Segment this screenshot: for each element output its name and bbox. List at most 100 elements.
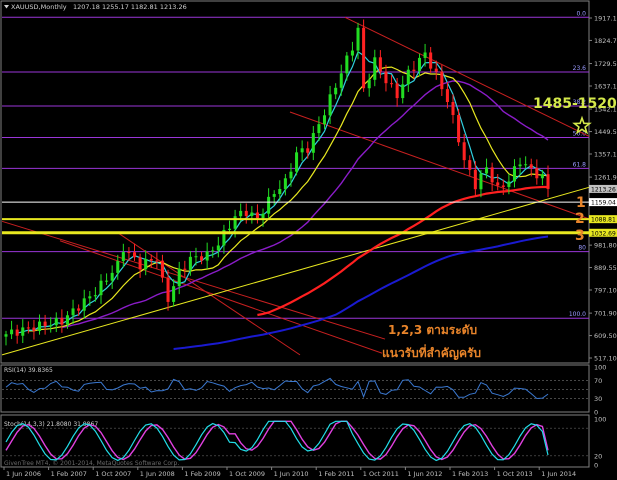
candle[interactable]	[194, 247, 198, 266]
candle[interactable]	[132, 243, 137, 261]
candle[interactable]	[155, 252, 159, 269]
candle[interactable]	[434, 60, 438, 80]
ma-purple[interactable]	[61, 80, 549, 329]
candle[interactable]	[261, 208, 265, 227]
candle[interactable]	[172, 279, 176, 307]
candle[interactable]	[423, 43, 427, 67]
candle[interactable]	[26, 321, 30, 334]
candle[interactable]	[384, 64, 388, 92]
candle[interactable]	[211, 246, 215, 258]
candle[interactable]	[306, 141, 310, 159]
candle[interactable]	[468, 155, 472, 176]
candle[interactable]	[429, 47, 433, 73]
candle[interactable]	[110, 265, 114, 289]
candle[interactable]	[38, 314, 42, 335]
candle[interactable]	[244, 203, 248, 224]
candle[interactable]	[77, 304, 81, 317]
candle[interactable]	[116, 254, 120, 280]
candle[interactable]	[43, 314, 47, 335]
candle[interactable]	[222, 224, 226, 254]
candle[interactable]	[278, 180, 282, 201]
candle[interactable]	[267, 188, 271, 218]
rsi-line[interactable]	[5, 377, 549, 400]
stochastic-panel[interactable]: Stoch(14,3,3) 21.8080 31.9867 100 20 0 Giv…	[0, 414, 606, 470]
candle[interactable]	[334, 83, 338, 100]
candle[interactable]	[473, 161, 477, 197]
candle[interactable]	[21, 319, 25, 344]
collapse-triangle-icon[interactable]	[4, 5, 9, 9]
candle[interactable]	[490, 162, 494, 192]
candle[interactable]	[10, 320, 14, 340]
candle[interactable]	[121, 243, 125, 268]
candle[interactable]	[188, 251, 192, 276]
candle[interactable]	[401, 75, 405, 104]
candle[interactable]	[60, 309, 64, 333]
candle[interactable]	[82, 289, 86, 319]
candle[interactable]	[93, 287, 97, 302]
candle[interactable]	[479, 170, 483, 198]
candle[interactable]	[512, 159, 516, 188]
candle[interactable]	[65, 311, 69, 329]
trend-line-red-3[interactable]	[59, 240, 383, 354]
candle[interactable]	[255, 204, 259, 224]
rsi-panel[interactable]: RSI(14) 39.8365 100 70 30 0	[0, 364, 606, 417]
candle[interactable]	[518, 157, 522, 175]
candle[interactable]	[445, 81, 449, 109]
candle[interactable]	[535, 159, 539, 185]
candle[interactable]	[144, 250, 148, 276]
candle[interactable]	[105, 273, 109, 285]
candle[interactable]	[462, 133, 466, 169]
candle[interactable]	[390, 75, 394, 88]
candle[interactable]	[177, 261, 181, 295]
candle[interactable]	[412, 60, 416, 79]
candle[interactable]	[200, 251, 204, 265]
candle[interactable]	[32, 319, 36, 340]
candle[interactable]	[99, 274, 103, 304]
candle[interactable]	[205, 242, 209, 270]
candle[interactable]	[350, 41, 354, 62]
candle[interactable]	[54, 312, 58, 333]
candle[interactable]	[311, 126, 315, 161]
candle[interactable]	[496, 174, 500, 191]
candle[interactable]	[160, 254, 164, 283]
candle[interactable]	[367, 73, 371, 97]
candle[interactable]	[362, 19, 366, 92]
stoch-main-line[interactable]	[5, 420, 549, 462]
trend-channel-upper[interactable]	[344, 16, 590, 137]
candle[interactable]	[406, 65, 410, 93]
candle[interactable]	[540, 169, 544, 186]
candle[interactable]	[546, 165, 550, 198]
candle[interactable]	[138, 253, 142, 278]
candle[interactable]	[356, 22, 360, 60]
candle[interactable]	[328, 85, 332, 125]
candle[interactable]	[272, 190, 276, 206]
candle[interactable]	[417, 53, 422, 77]
price-panel[interactable]: 0.0 23.6 38.2 50.0 61.8 80 100.0	[0, 0, 590, 364]
candle[interactable]	[485, 158, 489, 179]
candle[interactable]	[345, 52, 349, 81]
candle[interactable]	[300, 140, 304, 161]
candle[interactable]	[149, 254, 153, 268]
trend-support-yellow[interactable]	[1, 186, 590, 356]
candle[interactable]	[71, 299, 75, 324]
candle[interactable]	[4, 330, 8, 346]
price-axis[interactable]: 1917.10 1824.70 1729.55 1637.10 1542.15 1449.…	[589, 15, 617, 363]
candle[interactable]	[373, 49, 377, 87]
candle[interactable]	[289, 163, 293, 187]
candle[interactable]	[395, 77, 399, 107]
trend-line-red-2[interactable]	[117, 232, 301, 356]
candle[interactable]	[166, 269, 170, 311]
candle[interactable]	[183, 260, 187, 278]
candle[interactable]	[283, 173, 287, 196]
candle[interactable]	[440, 64, 444, 96]
candle[interactable]	[322, 109, 327, 129]
candle[interactable]	[216, 236, 220, 258]
candle[interactable]	[529, 158, 533, 177]
candle[interactable]	[507, 173, 511, 195]
ma-blue[interactable]	[173, 235, 549, 350]
candle[interactable]	[501, 179, 505, 195]
candle[interactable]	[49, 317, 53, 333]
candle[interactable]	[88, 291, 92, 307]
candle[interactable]	[451, 94, 455, 124]
